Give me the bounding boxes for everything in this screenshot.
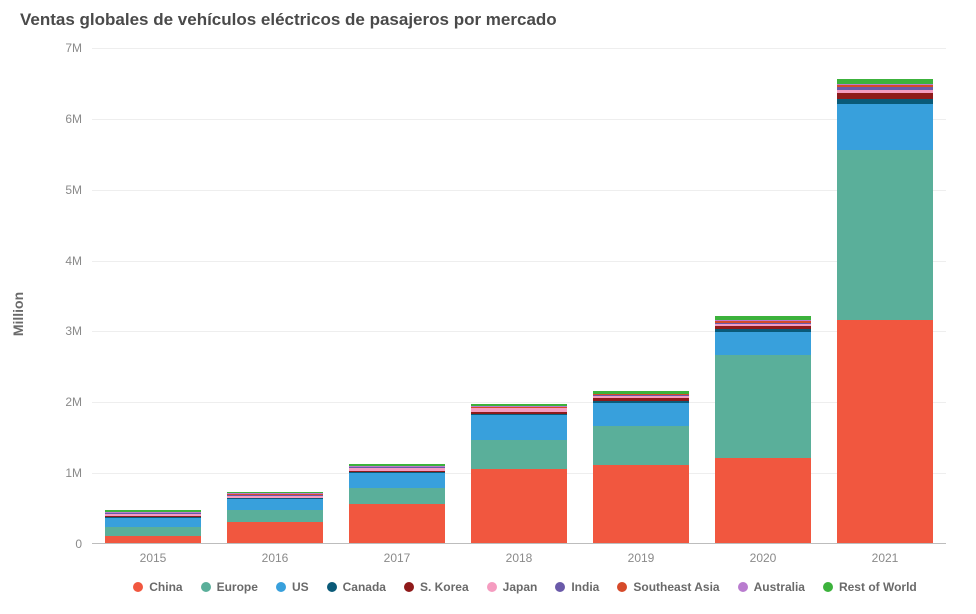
legend-swatch-icon (823, 582, 833, 592)
legend-swatch-icon (738, 582, 748, 592)
bar-segment (837, 320, 933, 543)
x-tick-label: 2017 (384, 543, 411, 565)
bar-segment (227, 510, 323, 521)
legend-item: China (133, 580, 182, 594)
legend-item: Rest of World (823, 580, 917, 594)
bar-segment (715, 332, 811, 355)
legend-item: India (555, 580, 599, 594)
bar-column (837, 79, 933, 543)
bar-segment (349, 473, 445, 489)
legend-label: Rest of World (839, 580, 917, 594)
bar-segment (227, 499, 323, 510)
x-tick-label: 2019 (628, 543, 655, 565)
bars-group (92, 48, 946, 543)
bar-segment (715, 355, 811, 458)
bar-column (471, 404, 567, 543)
legend-item: Canada (327, 580, 386, 594)
legend-label: India (571, 580, 599, 594)
legend-swatch-icon (133, 582, 143, 592)
y-tick-label: 5M (65, 183, 92, 197)
chart-title: Ventas globales de vehículos eléctricos … (20, 10, 958, 30)
bar-column (593, 391, 689, 543)
legend-swatch-icon (617, 582, 627, 592)
bar-column (715, 316, 811, 543)
y-tick-label: 1M (65, 466, 92, 480)
x-tick-label: 2021 (872, 543, 899, 565)
x-tick-label: 2020 (750, 543, 777, 565)
y-tick-label: 4M (65, 254, 92, 268)
legend-label: Canada (343, 580, 386, 594)
legend-label: US (292, 580, 309, 594)
legend-label: Europe (217, 580, 258, 594)
bar-segment (105, 527, 201, 536)
legend-label: Australia (754, 580, 805, 594)
legend-swatch-icon (555, 582, 565, 592)
y-tick-label: 6M (65, 112, 92, 126)
bar-segment (837, 150, 933, 320)
legend: China Europe US Canada S. Korea Japan India Sou… (92, 580, 958, 594)
y-tick-label: 2M (65, 395, 92, 409)
bar-segment (593, 465, 689, 543)
bar-column (349, 464, 445, 543)
legend-swatch-icon (404, 582, 414, 592)
y-axis-label: Million (10, 292, 26, 336)
x-tick-label: 2015 (140, 543, 167, 565)
legend-item: S. Korea (404, 580, 469, 594)
x-tick-label: 2016 (262, 543, 289, 565)
legend-item: Japan (487, 580, 538, 594)
bar-segment (105, 536, 201, 543)
legend-swatch-icon (276, 582, 286, 592)
y-tick-label: 0 (75, 537, 92, 551)
bar-segment (837, 104, 933, 150)
legend-label: China (149, 580, 182, 594)
bar-segment (593, 403, 689, 426)
bar-segment (715, 458, 811, 543)
bar-segment (471, 440, 567, 468)
legend-swatch-icon (327, 582, 337, 592)
legend-item: Europe (201, 580, 258, 594)
plot-area: 01M2M3M4M5M6M7M2015201620172018201920202… (92, 48, 946, 544)
bar-segment (227, 522, 323, 543)
legend-item: Australia (738, 580, 805, 594)
legend-label: S. Korea (420, 580, 469, 594)
legend-swatch-icon (201, 582, 211, 592)
legend-label: Japan (503, 580, 538, 594)
legend-item: US (276, 580, 309, 594)
bar-segment (471, 415, 567, 440)
chart-container: Ventas globales de vehículos eléctricos … (0, 0, 976, 614)
bar-segment (593, 426, 689, 465)
y-tick-label: 7M (65, 41, 92, 55)
chart-wrap: Million 01M2M3M4M5M6M7M20152016201720182… (18, 34, 958, 594)
bar-column (105, 510, 201, 543)
bar-segment (349, 504, 445, 543)
bar-segment (349, 488, 445, 504)
bar-column (227, 492, 323, 543)
legend-label: Southeast Asia (633, 580, 719, 594)
legend-item: Southeast Asia (617, 580, 719, 594)
legend-swatch-icon (487, 582, 497, 592)
bar-segment (105, 518, 201, 528)
bar-segment (471, 469, 567, 543)
y-tick-label: 3M (65, 324, 92, 338)
x-tick-label: 2018 (506, 543, 533, 565)
